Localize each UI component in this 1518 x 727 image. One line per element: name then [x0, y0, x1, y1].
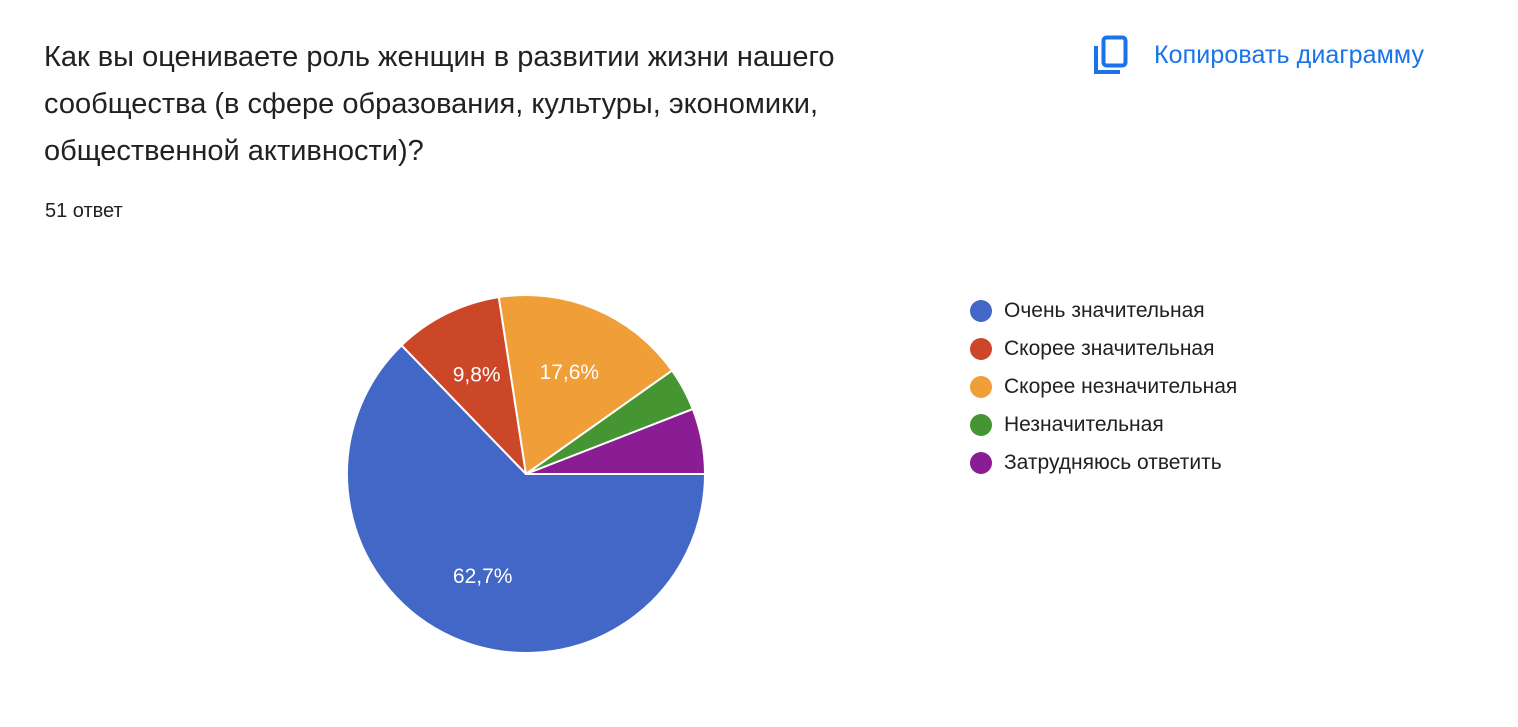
legend-dot-icon: [970, 414, 992, 436]
response-count: 51 ответ: [45, 200, 123, 222]
legend-item[interactable]: Незначительная: [970, 406, 1237, 444]
legend-label: Незначительная: [1004, 413, 1164, 436]
slice-percent-label: 62,7%: [453, 565, 513, 588]
question-title: Как вы оцениваете роль женщин в развитии…: [44, 41, 835, 167]
pie-slice[interactable]: [346, 344, 706, 654]
pie-slice[interactable]: [525, 408, 706, 475]
chart-legend: Очень значительная Скорее значительная С…: [970, 292, 1237, 482]
legend-item[interactable]: Скорее незначительная: [970, 368, 1237, 406]
legend-label: Скорее незначительная: [1004, 375, 1238, 398]
legend-item[interactable]: Очень значительная: [970, 292, 1237, 330]
legend-dot-icon: [970, 376, 992, 398]
legend-dot-icon: [970, 338, 992, 360]
copy-chart-label: Копировать диаграмму: [1154, 40, 1425, 69]
slice-percent-label: 9,8%: [453, 364, 501, 387]
legend-item[interactable]: Затрудняюсь ответить: [970, 444, 1237, 482]
copy-chart-button[interactable]: Копировать диаграмму: [1093, 33, 1424, 77]
chart-area: 62,7% 9,8% 17,6% Очень значительная Скорее…: [0, 250, 1518, 727]
pie-chart: 62,7% 9,8% 17,6%: [346, 294, 706, 654]
pie-slice[interactable]: [497, 294, 674, 475]
legend-label: Скорее значительная: [1004, 337, 1215, 360]
legend-label: Затрудняюсь ответить: [1004, 451, 1222, 474]
slice-percent-label: 17,6%: [540, 361, 600, 384]
legend-label: Очень значительная: [1004, 299, 1205, 322]
legend-dot-icon: [970, 300, 992, 322]
legend-item[interactable]: Скорее значительная: [970, 330, 1237, 368]
legend-dot-icon: [970, 452, 992, 474]
copy-icon: [1094, 35, 1128, 74]
pie-slice[interactable]: [400, 296, 527, 475]
